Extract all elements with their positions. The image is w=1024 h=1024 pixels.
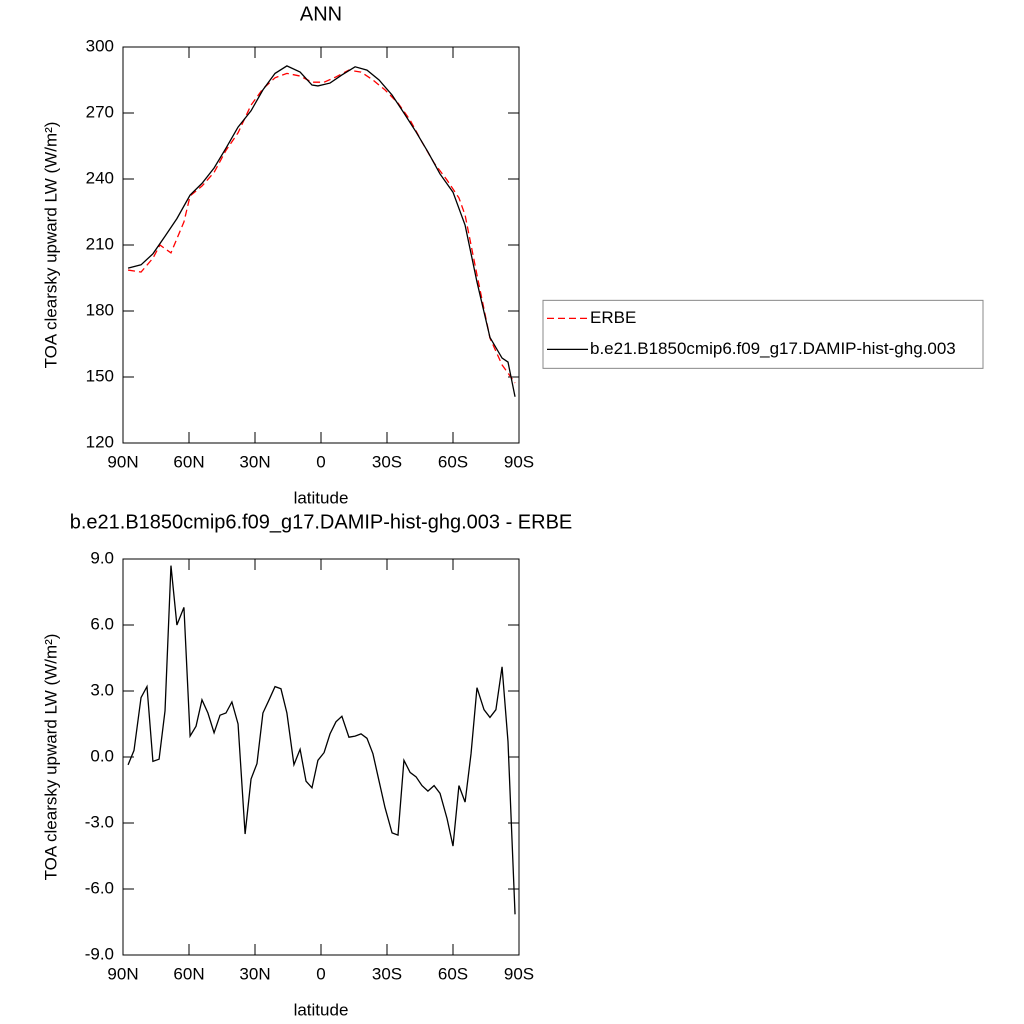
x-tick-label: 60S bbox=[438, 452, 468, 471]
y-tick-label: -9.0 bbox=[85, 944, 114, 963]
y-tick-label: 300 bbox=[86, 36, 114, 55]
x-tick-label: 60S bbox=[438, 964, 468, 983]
y-tick-label: -6.0 bbox=[85, 878, 114, 897]
y-tick-label: 210 bbox=[86, 234, 114, 253]
y-tick-label: -3.0 bbox=[85, 812, 114, 831]
y-tick-label: 270 bbox=[86, 102, 114, 121]
y-tick-label: 0.0 bbox=[90, 746, 114, 765]
x-tick-label: 90S bbox=[504, 452, 534, 471]
plot-frame bbox=[122, 558, 520, 956]
x-tick-label: 60N bbox=[173, 964, 204, 983]
y-tick-label: 120 bbox=[86, 432, 114, 451]
x-axis-label: latitude bbox=[294, 1000, 349, 1019]
y-tick-label: 6.0 bbox=[90, 614, 114, 633]
x-tick-label: 30N bbox=[239, 452, 270, 471]
x-tick-label: 60N bbox=[173, 452, 204, 471]
y-axis-label: TOA clearsky upward LW (W/m²) bbox=[41, 122, 60, 369]
legend-label: ERBE bbox=[590, 308, 636, 327]
y-tick-label: 240 bbox=[86, 168, 114, 187]
x-tick-label: 90N bbox=[107, 964, 138, 983]
x-tick-label: 0 bbox=[316, 964, 325, 983]
data-line bbox=[127, 69, 516, 384]
legend-box bbox=[542, 299, 984, 369]
y-axis-label: TOA clearsky upward LW (W/m²) bbox=[41, 634, 60, 881]
y-tick-label: 150 bbox=[86, 366, 114, 385]
data-line bbox=[127, 565, 516, 915]
chart-title: ANN bbox=[300, 3, 342, 25]
y-tick-label: 180 bbox=[86, 300, 114, 319]
legend-label: b.e21.B1850cmip6.f09_g17.DAMIP-hist-ghg.… bbox=[590, 339, 956, 358]
x-axis-label: latitude bbox=[294, 488, 349, 507]
plot-frame bbox=[122, 46, 520, 444]
x-tick-label: 30N bbox=[239, 964, 270, 983]
y-tick-label: 9.0 bbox=[90, 548, 114, 567]
x-tick-label: 90N bbox=[107, 452, 138, 471]
x-tick-label: 90S bbox=[504, 964, 534, 983]
chart-title: b.e21.B1850cmip6.f09_g17.DAMIP-hist-ghg.… bbox=[70, 511, 573, 533]
y-tick-label: 3.0 bbox=[90, 680, 114, 699]
x-tick-label: 0 bbox=[316, 452, 325, 471]
x-tick-label: 30S bbox=[372, 452, 402, 471]
data-line bbox=[127, 65, 516, 397]
x-tick-label: 30S bbox=[372, 964, 402, 983]
